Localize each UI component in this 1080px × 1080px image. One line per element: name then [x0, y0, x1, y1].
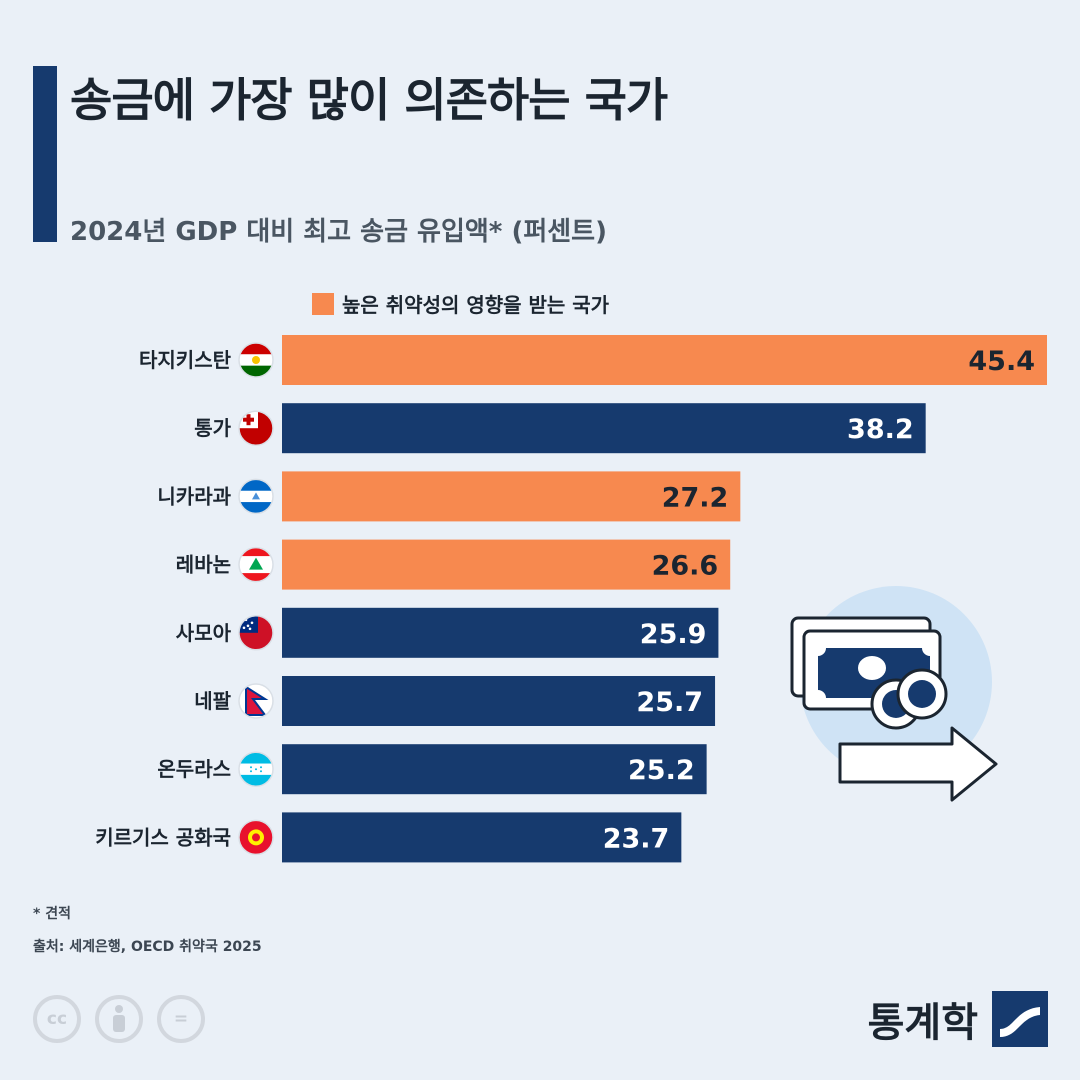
category-label: 온두라스: [157, 757, 231, 781]
bar: [282, 744, 707, 795]
nepal-flag-icon: [238, 683, 274, 719]
value-label: 25.7: [636, 687, 703, 718]
bar: [282, 403, 926, 454]
category-label: 키르기스 공화국: [95, 825, 231, 849]
value-label: 25.2: [628, 755, 695, 786]
bar: [282, 607, 719, 658]
brand-logo-icon: [992, 991, 1048, 1047]
money-transfer-illustration: [790, 586, 998, 802]
value-label: 25.9: [640, 619, 707, 650]
tajikistan-flag-icon: [238, 342, 274, 378]
value-label: 27.2: [662, 482, 729, 513]
title-accent-bar: [33, 66, 57, 242]
samoa-flag-icon: [238, 615, 274, 651]
no-derivatives-icon: =: [157, 995, 205, 1043]
license-icons: cc =: [33, 995, 205, 1043]
brand: 통계학: [868, 990, 1048, 1048]
legend-label: 높은 취약성의 영향을 받는 국가: [342, 293, 610, 317]
category-label: 레바논: [176, 553, 231, 577]
bar: [282, 471, 741, 522]
legend-swatch: [312, 292, 334, 315]
honduras-flag-icon: [238, 751, 274, 787]
category-label: 통가: [194, 416, 231, 440]
chart-title: 송금에 가장 많이 의존하는 국가: [70, 73, 668, 127]
legend: 높은 취약성의 영향을 받는 국가: [312, 289, 609, 318]
value-label: 26.6: [652, 551, 719, 582]
nicaragua-flag-icon: [238, 478, 274, 515]
value-label: 45.4: [968, 346, 1035, 377]
chart-subtitle: 2024년 GDP 대비 최고 송금 유입액* (퍼센트): [70, 217, 607, 247]
attribution-icon: [95, 995, 143, 1043]
bar: [282, 676, 716, 726]
value-label: 38.2: [847, 414, 914, 445]
category-label: 네팔: [194, 689, 231, 713]
bar: [282, 539, 731, 590]
cc-icon: cc: [33, 995, 81, 1043]
value-label: 23.7: [603, 823, 670, 854]
footnote: * 견적: [33, 906, 71, 922]
lebanon-flag-icon: [238, 546, 274, 583]
bar: [282, 812, 682, 863]
category-label: 니카라과: [157, 484, 231, 508]
brand-name: 통계학: [867, 1000, 978, 1046]
bar: [282, 335, 1047, 385]
category-label: 사모아: [176, 621, 232, 645]
kyrgyzstan-flag-icon: [238, 819, 274, 856]
source-note: 출처: 세계은행, OECD 취약국 2025: [33, 939, 262, 955]
tonga-flag-icon: [238, 410, 274, 446]
category-label: 타지키스탄: [139, 348, 232, 372]
